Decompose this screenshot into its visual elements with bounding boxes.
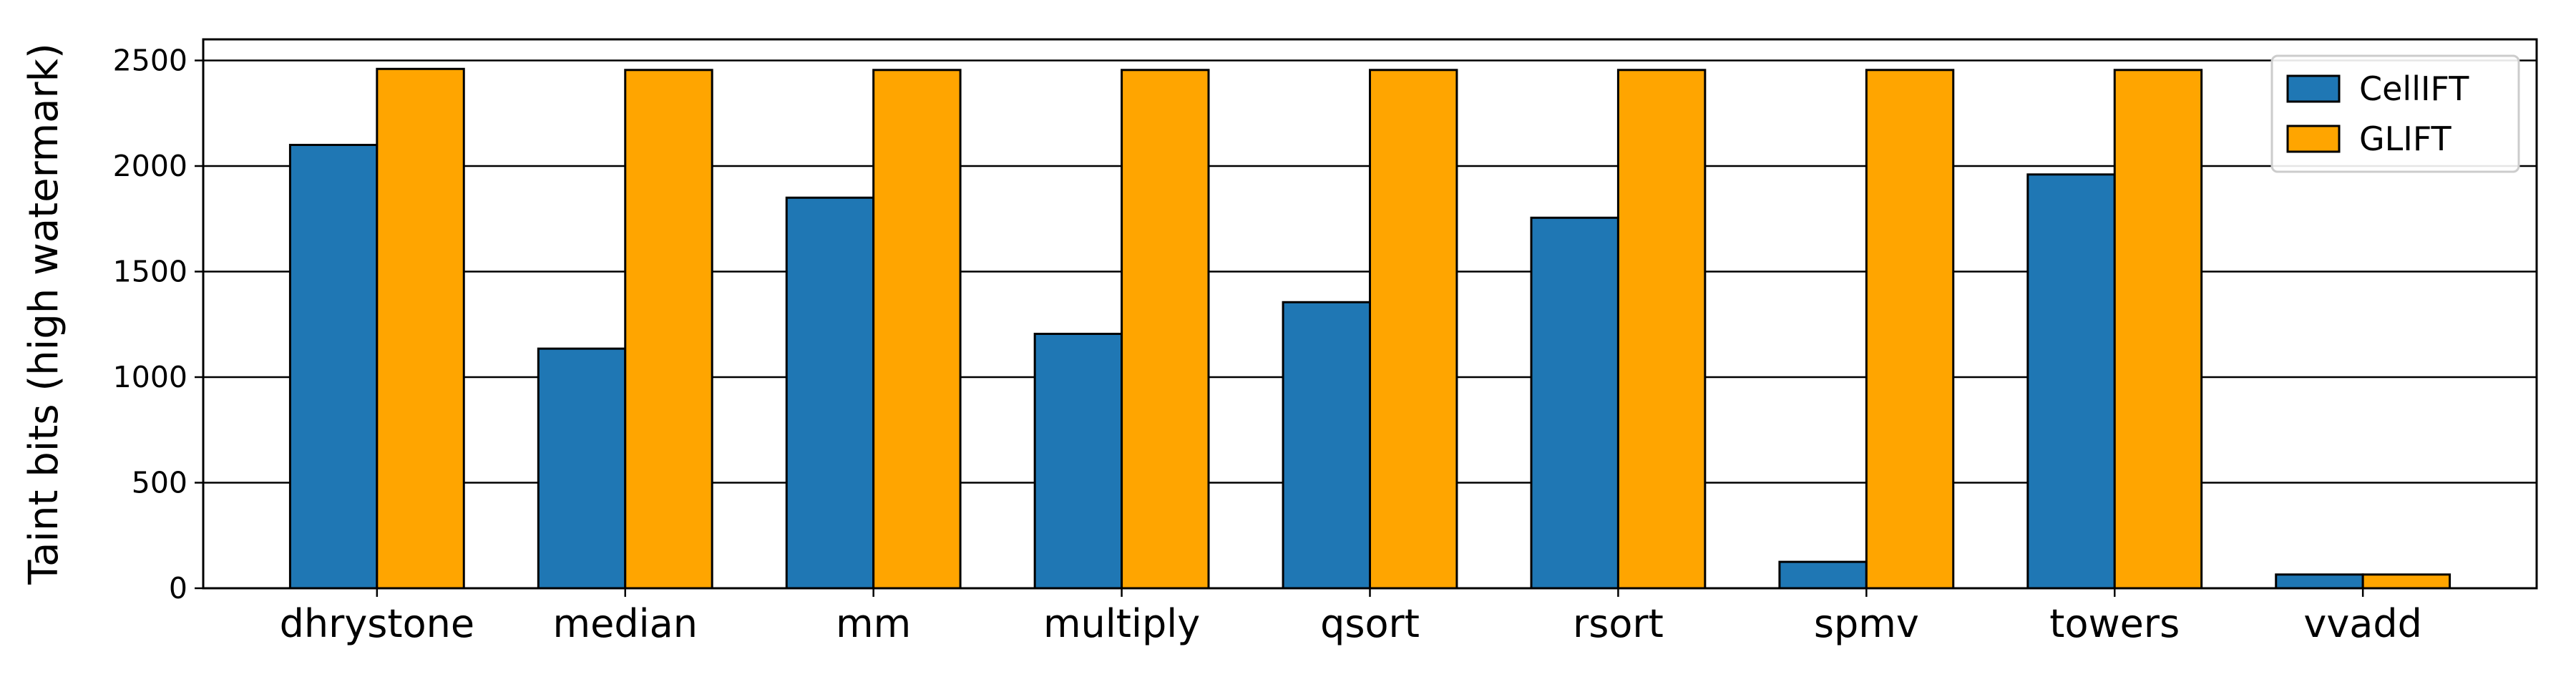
- x-tick-label-qsort: qsort: [1320, 601, 1420, 646]
- x-tick-label-mm: mm: [836, 601, 911, 646]
- bar-glift-towers: [2113, 69, 2203, 590]
- legend-swatch-glift: [2286, 125, 2341, 153]
- legend-label-cellift: CellIFT: [2359, 69, 2469, 108]
- bar-glift-dhrystone: [376, 67, 465, 590]
- x-tick-label-dhrystone: dhrystone: [280, 601, 474, 646]
- bar-glift-spmv: [1865, 69, 1955, 590]
- y-tick-label-500: 500: [132, 466, 187, 500]
- y-tick-label-1500: 1500: [113, 255, 187, 289]
- bar-glift-vvadd: [2361, 573, 2451, 590]
- y-tick-label-0: 0: [169, 571, 187, 605]
- y-axis-title: Taint bits (high watermark): [21, 43, 67, 585]
- y-tick-label-2500: 2500: [113, 44, 187, 78]
- bar-glift-rsort: [1616, 69, 1707, 590]
- x-tick-label-multiply: multiply: [1043, 601, 1200, 646]
- x-tick-label-spmv: spmv: [1814, 601, 1919, 646]
- x-tick-label-median: median: [553, 601, 698, 646]
- bar-cellift-dhrystone: [288, 144, 379, 590]
- bar-cellift-qsort: [1282, 301, 1372, 590]
- x-tick-label-rsort: rsort: [1573, 601, 1664, 646]
- x-tick-label-vvadd: vvadd: [2303, 601, 2422, 646]
- bar-glift-multiply: [1121, 69, 1210, 590]
- x-tick-label-towers: towers: [2049, 601, 2180, 646]
- x-axis-ticks: dhrystone median mm multiply qsort rsort spmv t…: [280, 588, 2422, 646]
- bar-cellift-spmv: [1778, 560, 1868, 590]
- y-axis-ticks: 0 500 1000 1500 2000 2500: [113, 44, 203, 605]
- y-tick-label-2000: 2000: [113, 149, 187, 183]
- bar-cellift-mm: [785, 196, 875, 590]
- legend: CellIFT GLIFT: [2270, 54, 2520, 173]
- bar-cellift-median: [537, 347, 627, 590]
- bar-glift-mm: [872, 69, 962, 590]
- y-tick-label-1000: 1000: [113, 360, 187, 394]
- legend-swatch-cellift: [2286, 74, 2341, 103]
- bar-cellift-multiply: [1033, 333, 1123, 590]
- bar-glift-median: [624, 69, 713, 590]
- bar-cellift-vvadd: [2275, 573, 2364, 590]
- bar-cellift-towers: [2026, 173, 2116, 590]
- bar-glift-qsort: [1369, 69, 1458, 590]
- bar-cellift-rsort: [1530, 216, 1619, 590]
- legend-label-glift: GLIFT: [2359, 120, 2451, 158]
- bars: [288, 67, 2451, 590]
